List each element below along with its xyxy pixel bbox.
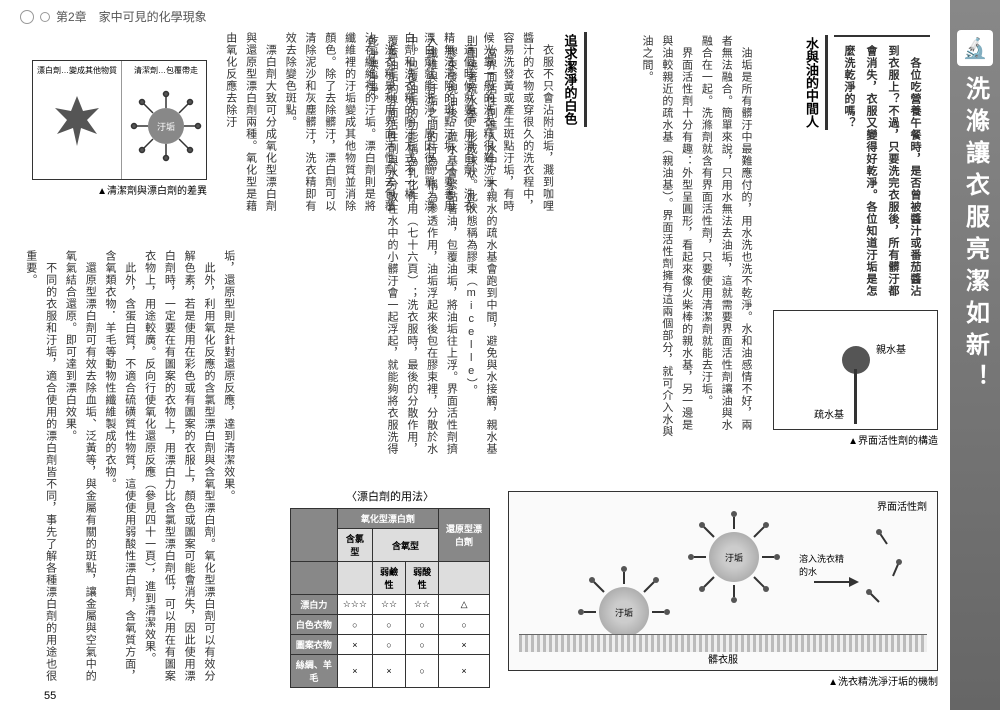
table-cell: ☆☆☆ <box>337 595 372 615</box>
th-empty <box>291 562 338 595</box>
table-title: 〈漂白劑的用法〉 <box>290 488 490 504</box>
bleach-compare-caption: ▲清潔劑與漂白劑的差異 <box>32 182 207 197</box>
table-row: 氧化型漂白劑 還原型漂白劑 <box>291 509 490 529</box>
bleach-compare-diagram: 漂白劑…變成其他物質 清潔劑…包覆帶走 汙垢 <box>32 60 207 180</box>
table-row: 白色衣物○○○○ <box>291 615 490 635</box>
th-chlorine: 含氯型 <box>337 529 372 562</box>
table-cell: × <box>337 655 372 688</box>
section-heading-2: 追求潔淨的白色 <box>557 32 587 127</box>
table-row: 絲綢、羊毛××○× <box>291 655 490 688</box>
chapter-label: 第2章 家中可見的化學現象 <box>56 8 207 25</box>
section-heading-1: 水與油的中間人 <box>798 35 828 130</box>
table-cell: ○ <box>372 635 405 655</box>
table-corner <box>291 509 338 562</box>
surfactant-caption: ▲界面活性劑的構造 <box>773 432 938 447</box>
table-row: 圖案衣物×○○× <box>291 635 490 655</box>
table-cell: ☆☆ <box>372 595 405 615</box>
table-cell: × <box>372 655 405 688</box>
row-label: 白色衣物 <box>291 615 338 635</box>
body-text: 衣服不只會沾附油垢，濺到咖哩醬汁的衣物或穿很久的洗衣程中，容易洗發黃或產生斑點汙… <box>220 32 557 222</box>
sidebar-title-bar: 🔬 洗滌讓衣服亮潔如新！ <box>950 0 1000 710</box>
surfactant-figure: 疏水基 親水基 ▲界面活性劑的構造 <box>773 310 938 447</box>
th-empty <box>337 562 372 595</box>
table-cell: ○ <box>439 615 490 635</box>
label-water: 溶入洗衣精的水 <box>799 552 849 578</box>
bubble-icon <box>40 12 50 22</box>
intro-text: 各位吃營養午餐時，是否曾被醬汁或番茄醬沾到衣服上？不過，只要洗完衣服後，所有髒汙… <box>834 35 930 315</box>
body-text: 垢，還原型則是針對還原反應，達到清潔效果。 此外，利用氧化反應的含氯型漂白劑與含… <box>20 250 238 690</box>
table-row: 弱鹼性 弱酸性 <box>291 562 490 595</box>
micelle-caption: ▲洗衣精洗淨汙垢的機制 <box>508 673 938 688</box>
hydrophobic-tail <box>854 369 857 424</box>
section1-body: 油垢是所有髒汙中最難應付的，用水洗也洗不乾淨。水和油感情不好，兩者無法融合。簡單… <box>636 35 755 440</box>
bubble-icon <box>20 10 34 24</box>
bleach-table-wrap: 〈漂白劑的用法〉 氧化型漂白劑 還原型漂白劑 含氯型 含氧型 弱鹼性 弱酸性 漂… <box>290 488 490 688</box>
table-cell: ○ <box>406 615 439 635</box>
table-row: 漂白力☆☆☆☆☆☆☆△ <box>291 595 490 615</box>
label-hydrophilic: 親水基 <box>876 341 906 356</box>
table-cell: ☆☆ <box>406 595 439 615</box>
table-cell: × <box>439 635 490 655</box>
micelle-icon: 汙垢 <box>126 76 206 166</box>
th-oxygen: 含氧型 <box>372 529 438 562</box>
micelle-figure: 界面活性劑 汙垢 汙垢 <box>508 491 938 688</box>
micelle-diagram: 界面活性劑 汙垢 汙垢 <box>508 491 938 671</box>
table-cell: ○ <box>372 615 405 635</box>
table-cell: × <box>337 635 372 655</box>
th-reduce: 還原型漂白劑 <box>439 509 490 562</box>
section2-top: 追求潔淨的白色 衣服不只會沾附油垢，濺到咖哩醬汁的衣物或穿很久的洗衣程中，容易洗… <box>220 32 593 222</box>
th-acid: 弱酸性 <box>406 562 439 595</box>
table-cell: × <box>439 655 490 688</box>
detergent-side: 清潔劑…包覆帶走 汙垢 <box>122 61 210 179</box>
row-label: 漂白力 <box>291 595 338 615</box>
cloth-texture <box>519 634 927 652</box>
bleach-side: 漂白劑…變成其他物質 <box>33 61 122 179</box>
label-clothes: 髒衣服 <box>708 651 738 666</box>
chapter-header: 第2章 家中可見的化學現象 <box>20 8 207 25</box>
row-label: 圖案衣物 <box>291 635 338 655</box>
bleach-usage-table: 氧化型漂白劑 還原型漂白劑 含氯型 含氧型 弱鹼性 弱酸性 漂白力☆☆☆☆☆☆☆… <box>290 508 490 688</box>
microscope-icon: 🔬 <box>957 30 993 66</box>
table-cell: △ <box>439 595 490 615</box>
th-empty <box>439 562 490 595</box>
th-alk: 弱鹼性 <box>372 562 405 595</box>
main-title: 洗滌讓衣服亮潔如新！ <box>958 76 993 396</box>
svg-text:汙垢: 汙垢 <box>157 121 175 132</box>
th-oxidize: 氧化型漂白劑 <box>337 509 438 529</box>
page-number: 55 <box>44 690 56 702</box>
page-spread: 🔬 洗滌讓衣服亮潔如新！ 第2章 家中可見的化學現象 各位吃營養午餐時，是否曾被… <box>0 0 1000 710</box>
surfactant-diagram: 疏水基 親水基 <box>773 310 938 430</box>
body-text: 油垢是所有髒汙中最難應付的，用水洗也洗不乾淨。水和油感情不好，兩者無法融合。簡單… <box>636 35 755 440</box>
burst-icon <box>37 76 117 166</box>
intro-block: 各位吃營養午餐時，是否曾被醬汁或番茄醬沾到衣服上？不過，只要洗完衣服後，所有髒汙… <box>798 35 938 305</box>
table-cell: ○ <box>406 655 439 688</box>
section2-bottom-left: 垢，還原型則是針對還原反應，達到清潔效果。 此外，利用氧化反應的含氯型漂白劑與含… <box>20 250 238 480</box>
table-cell: ○ <box>337 615 372 635</box>
bleach-compare-figure: 漂白劑…變成其他物質 清潔劑…包覆帶走 汙垢 <box>32 60 207 197</box>
row-label: 絲綢、羊毛 <box>291 655 338 688</box>
horizontal-separator <box>15 232 495 234</box>
table-cell: ○ <box>406 635 439 655</box>
label-hydrophobic: 疏水基 <box>814 406 844 421</box>
